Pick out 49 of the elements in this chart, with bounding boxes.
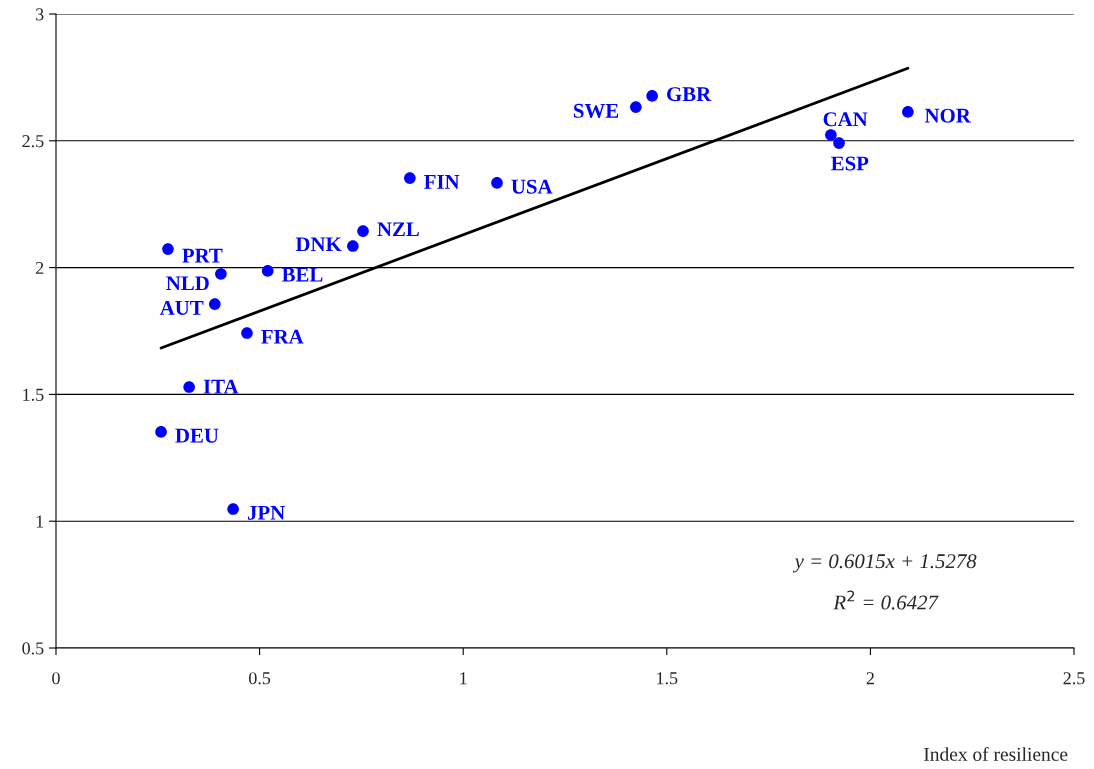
y-tick-label: 1: [36, 515, 44, 528]
annotation: ESP: [831, 156, 869, 171]
x-tick-label: 2: [866, 672, 874, 685]
annotation: NOR: [924, 108, 972, 123]
annotation: DEU: [175, 428, 219, 443]
annotation: SWE: [573, 103, 619, 118]
point: [215, 268, 227, 280]
annotation: JPN: [247, 505, 285, 520]
x-tick-label: 1: [460, 672, 467, 685]
point: [183, 381, 195, 393]
point: [209, 298, 221, 310]
annotation: NZL: [377, 222, 419, 237]
y-tick-label: 0.5: [22, 642, 44, 655]
point: [491, 177, 503, 189]
point: [902, 106, 914, 118]
x-tick-label: 2.5: [1063, 672, 1085, 685]
annotation: BEL: [281, 267, 323, 282]
x-tick-label: 0: [52, 672, 60, 685]
point: [404, 172, 416, 184]
x-axis-title: Index of resilience: [924, 746, 1068, 761]
point: [162, 243, 174, 255]
annotation: USA: [511, 179, 553, 194]
point: [825, 129, 837, 141]
annotation: y = 0.6015x + 1.5278: [792, 554, 977, 573]
annotation: ITA: [203, 379, 239, 394]
point: [833, 137, 845, 149]
y-tick-label: 2: [35, 261, 44, 274]
point: [155, 426, 167, 438]
y-tick-label: 3: [36, 8, 44, 21]
point: [347, 240, 359, 252]
annotation: AUT: [159, 300, 204, 315]
point: [227, 503, 239, 515]
point: [646, 90, 658, 102]
annotation: FIN: [424, 175, 460, 189]
x-tick-label: 1.5: [657, 672, 678, 685]
x-tick-label: 0.5: [249, 672, 271, 685]
point: [261, 265, 274, 277]
y-tick-label: 2.5: [22, 135, 44, 148]
annotation: CAN: [823, 112, 868, 127]
y-tick-label: 1.5: [23, 388, 44, 401]
annotation: NLD: [166, 276, 209, 291]
annotation: DNK: [295, 237, 342, 252]
point: [241, 327, 253, 339]
annotation: FRA: [261, 329, 304, 344]
point: [630, 101, 642, 113]
annotation: R$^{2}$ = 0.6427: [833, 590, 939, 610]
annotation: PRT: [182, 248, 223, 263]
annotation: GBR: [667, 87, 712, 102]
point: [357, 225, 369, 237]
